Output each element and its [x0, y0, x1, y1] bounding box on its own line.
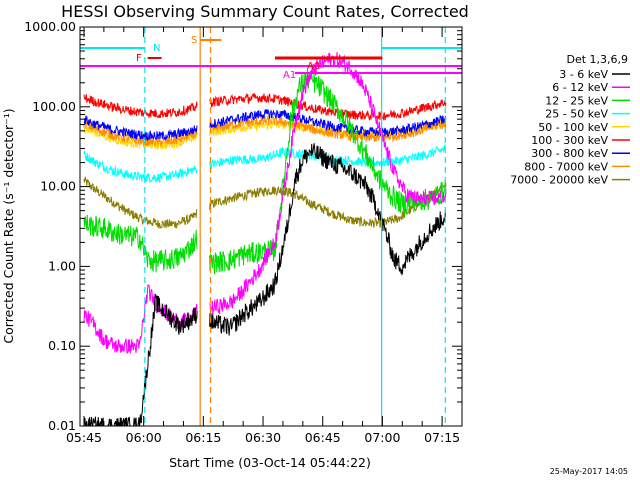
series-line-12-25-kev [83, 68, 447, 275]
plot-area: NF S A0 A1 [80, 27, 462, 426]
x-tick-label: 06:45 [305, 430, 341, 445]
x-tick-label: 05:45 [66, 430, 102, 445]
legend-title: Det 1,3,6,9 [566, 53, 628, 66]
legend-label: 3 - 6 keV [559, 68, 608, 81]
flag-label-n: N [153, 43, 160, 54]
legend-label: 100 - 300 keV [531, 134, 608, 147]
y-tick-label: 0.10 [48, 338, 76, 353]
y-axis: 1000.00 100.00 10.00 1.00 0.10 0.01 [24, 19, 462, 433]
series-group [80, 27, 462, 426]
x-axis: 05:45 06:00 06:15 06:30 06:45 07:00 07:15 [66, 27, 463, 445]
series-line-25-50-kev [83, 143, 447, 184]
legend-label: 300 - 800 keV [531, 147, 608, 160]
legend-label: 7000 - 20000 keV [510, 174, 608, 187]
x-tick-label: 06:30 [245, 430, 281, 445]
y-tick-label: 10.00 [40, 179, 76, 194]
legend-label: 25 - 50 keV [545, 108, 608, 121]
y-tick-label: 0.01 [48, 418, 76, 433]
x-tick-label: 06:15 [185, 430, 221, 445]
flag-label-s: S [191, 35, 197, 46]
legend-label: 800 - 7000 keV [524, 160, 608, 173]
series-line-7000-20000-kev [83, 176, 447, 229]
series-line-100-300-kev [83, 92, 447, 121]
y-axis-label: Corrected Count Rate (s⁻¹ detector⁻¹) [1, 108, 16, 343]
legend-label: 50 - 100 keV [538, 121, 608, 134]
series-line-800-7000-kev [83, 115, 447, 147]
x-axis-label: Start Time (03-Oct-14 05:44:22) [169, 455, 371, 470]
x-tick-label: 07:15 [424, 430, 460, 445]
x-tick-label: 06:00 [126, 430, 162, 445]
legend-label: 12 - 25 keV [545, 94, 608, 107]
flag-label-a1: A1 [283, 70, 296, 81]
legend-label: 6 - 12 keV [552, 81, 608, 94]
y-tick-label: 100.00 [32, 99, 76, 114]
flag-label-a0: A0 [307, 61, 320, 72]
x-tick-label: 07:00 [364, 430, 400, 445]
series-line-3-6-kev [83, 143, 447, 426]
plot-frame [79, 26, 463, 427]
footer-date: 25-May-2017 14:05 [550, 467, 628, 476]
chart-title: HESSI Observing Summary Count Rates, Cor… [61, 2, 469, 21]
flag-label-f: F [136, 53, 142, 64]
y-tick-label: 1.00 [48, 258, 76, 273]
series-line-300-800-kev [83, 109, 447, 142]
y-tick-label: 1000.00 [24, 19, 76, 34]
